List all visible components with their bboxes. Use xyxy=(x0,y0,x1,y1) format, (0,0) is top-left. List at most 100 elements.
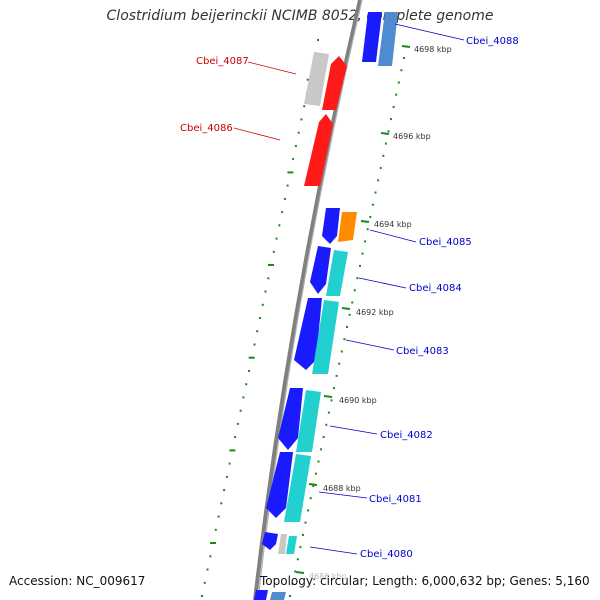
gene-arrow-cbei-4081[interactable] xyxy=(284,454,311,522)
tick-label-4696: 4696 kbp xyxy=(393,132,431,141)
tick-label-4688: 4688 kbp xyxy=(323,484,361,493)
gene-label-cbei-4080[interactable]: Cbei_4080 xyxy=(360,549,413,560)
gc-dot xyxy=(359,264,361,267)
gene-label-cbei-4084[interactable]: Cbei_4084 xyxy=(409,283,462,294)
gc-dot xyxy=(299,546,302,549)
gc-dot xyxy=(256,330,259,333)
tick-mark xyxy=(341,307,351,310)
gc-dot xyxy=(314,472,317,475)
tick-label-4690: 4690 kbp xyxy=(339,396,377,405)
gc-dot xyxy=(403,57,405,59)
gc-dot xyxy=(343,338,346,341)
gene-arrow-blue-4082[interactable] xyxy=(278,388,303,450)
tick-label-4694: 4694 kbp xyxy=(374,220,412,229)
gc-dot xyxy=(286,184,289,187)
gene-arrow-cbei-4086[interactable] xyxy=(304,114,333,186)
gc-dot xyxy=(223,489,226,492)
genome-summary-text: Topology: circular; Length: 6,000,632 bp… xyxy=(260,574,590,588)
gene-arrow-cbei-4087[interactable] xyxy=(322,56,347,110)
gene-arrow-grey-4080[interactable] xyxy=(278,534,287,554)
leader-cbei-4087 xyxy=(247,61,297,75)
gene-arrow-blue-4084[interactable] xyxy=(310,246,331,294)
gc-dot xyxy=(248,356,255,359)
gc-dot xyxy=(346,326,348,328)
leader-cbei-4082 xyxy=(329,425,378,435)
gc-dot xyxy=(325,423,328,426)
gene-label-cbei-4083[interactable]: Cbei_4083 xyxy=(396,346,449,357)
gene-arrow-cbei-4088[interactable] xyxy=(362,12,382,62)
gc-dot xyxy=(304,521,307,524)
gc-dot xyxy=(296,558,299,561)
gene-label-cbei-4085[interactable]: Cbei_4085 xyxy=(419,237,472,248)
gene-arrow-blue-bottom[interactable] xyxy=(254,590,268,600)
gene-arrow-cbei-4082[interactable] xyxy=(296,390,321,452)
gc-dot xyxy=(307,509,310,512)
gc-dot xyxy=(366,228,369,231)
gc-dot xyxy=(369,216,372,218)
gc-dot xyxy=(300,118,303,121)
gc-dot xyxy=(361,252,364,255)
gene-arrow-blue-4080[interactable] xyxy=(262,532,278,550)
gc-dot xyxy=(217,515,220,518)
gc-dot xyxy=(229,449,236,452)
leader-cbei-4088 xyxy=(394,23,465,41)
tick-mark xyxy=(380,132,390,135)
gene-arrow-blue-4085a[interactable] xyxy=(322,208,340,244)
gc-dot xyxy=(291,582,294,585)
gc-dot xyxy=(283,197,286,200)
gc-dot xyxy=(395,93,398,96)
gene-arrow-cbei-4088-b[interactable] xyxy=(378,12,398,66)
tick-mark xyxy=(360,220,370,223)
gc-dot xyxy=(268,264,274,266)
gc-skew-dots xyxy=(201,39,405,597)
tick-mark xyxy=(401,45,411,48)
gc-dot xyxy=(317,460,320,463)
gc-dot xyxy=(379,167,382,169)
gc-dot xyxy=(228,462,231,465)
gc-dot xyxy=(275,237,278,240)
gc-dot xyxy=(234,436,237,439)
gc-dot xyxy=(390,118,392,121)
gene-arrow-cbei-4083[interactable] xyxy=(312,300,339,374)
gc-dot xyxy=(322,436,325,438)
forward-strand-genes xyxy=(254,12,398,600)
gene-arrow-blue-4081[interactable] xyxy=(266,452,293,518)
gc-dot xyxy=(348,313,351,316)
gc-dot xyxy=(294,144,297,147)
leader-cbei-4080 xyxy=(309,546,358,555)
leader-cbei-4086 xyxy=(233,127,281,141)
gene-arrow-cbei-4085[interactable] xyxy=(338,212,357,242)
gc-dot xyxy=(333,387,335,390)
leader-cbei-4084 xyxy=(358,277,407,289)
gc-dot xyxy=(392,105,395,108)
gene-arrow-cbei-4084[interactable] xyxy=(326,250,348,296)
gene-arrow-grey-4087[interactable] xyxy=(304,52,329,106)
gc-dot xyxy=(214,528,217,531)
gc-dot xyxy=(330,399,333,402)
gc-dot xyxy=(335,374,338,377)
gc-dot xyxy=(340,350,343,353)
gc-dot xyxy=(351,301,354,304)
tick-label-4692: 4692 kbp xyxy=(356,308,394,317)
gc-dot xyxy=(203,581,206,584)
gene-label-cbei-4087[interactable]: Cbei_4087 xyxy=(196,56,249,67)
gc-dot xyxy=(302,533,304,536)
gc-dot xyxy=(353,289,356,292)
gc-dot xyxy=(338,362,341,365)
gc-dot xyxy=(248,370,250,372)
gc-dot xyxy=(312,485,315,487)
gc-dot xyxy=(267,277,270,280)
gc-dot xyxy=(384,142,387,145)
gc-dot xyxy=(245,383,248,386)
gc-dot xyxy=(387,130,390,133)
gene-arrow-blue-4083[interactable] xyxy=(294,298,322,370)
gene-arrow-steel-bottom[interactable] xyxy=(270,592,286,600)
gene-label-cbei-4082[interactable]: Cbei_4082 xyxy=(380,430,433,441)
gene-arrow-cbei-4080[interactable] xyxy=(286,536,297,554)
gene-label-cbei-4088[interactable]: Cbei_4088 xyxy=(466,36,519,47)
gc-dot xyxy=(297,131,300,134)
gc-dot xyxy=(261,303,264,306)
gene-label-cbei-4081[interactable]: Cbei_4081 xyxy=(369,494,422,505)
gene-label-cbei-4086[interactable]: Cbei_4086 xyxy=(180,123,233,134)
